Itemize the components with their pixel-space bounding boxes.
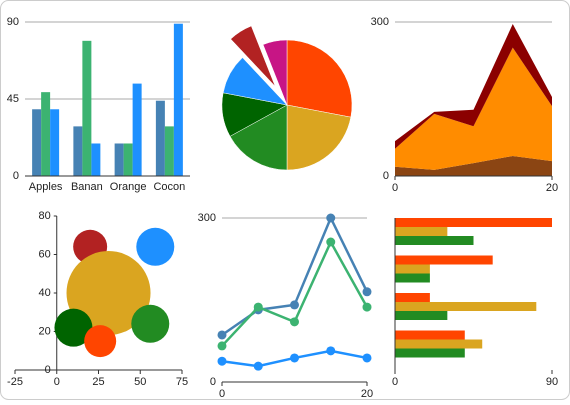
point: [217, 341, 227, 351]
point: [290, 300, 299, 310]
bar: [395, 311, 448, 320]
point: [362, 353, 372, 363]
pie-slice: [286, 104, 352, 171]
bar: [132, 83, 142, 176]
bar: [395, 293, 430, 302]
x-tick-label: 20: [546, 182, 558, 194]
x-tick-label: 25: [92, 376, 104, 388]
y-tick-label: 20: [39, 325, 51, 337]
bar: [50, 109, 60, 176]
bar: [395, 255, 493, 265]
bar: [114, 143, 124, 176]
y-tick-label: 90: [7, 16, 19, 28]
bar: [395, 330, 465, 340]
area: [395, 155, 552, 176]
bubble: [136, 227, 175, 266]
y-tick-label: 60: [39, 248, 51, 260]
bar: [123, 143, 133, 176]
bubble: [54, 308, 93, 347]
pie-slice: [286, 39, 353, 118]
bar: [82, 40, 92, 177]
y-tick-label: 0: [45, 364, 51, 376]
point: [326, 346, 336, 356]
pie-slice: [262, 39, 288, 106]
point: [290, 317, 299, 327]
x-tick-label: -25: [7, 376, 23, 388]
point: [253, 302, 263, 312]
y-tick-label: 0: [210, 376, 216, 388]
bar: [73, 126, 83, 176]
x-tick-label: 0: [54, 376, 60, 388]
x-tick-label: Apples: [29, 181, 63, 193]
x-tick-label: 50: [134, 376, 146, 388]
bar: [41, 92, 51, 176]
x-tick-label: Banan: [71, 181, 103, 193]
x-tick-label: 0: [392, 182, 398, 194]
x-tick-label: 0: [392, 376, 398, 388]
bar: [155, 100, 165, 176]
bar: [164, 126, 174, 176]
bar: [395, 218, 552, 227]
x-tick-label: 90: [546, 376, 558, 388]
y-tick-label: 300: [198, 212, 216, 224]
bar: [395, 302, 537, 311]
bar: [395, 348, 465, 358]
y-tick-label: 300: [371, 16, 389, 28]
point: [326, 237, 336, 247]
bubble: [84, 325, 117, 358]
bar: [173, 23, 183, 177]
bar: [395, 273, 430, 283]
x-tick-label: Orange: [110, 181, 147, 193]
bubble: [131, 304, 170, 343]
x-tick-label: 0: [219, 388, 225, 400]
bar: [395, 227, 448, 236]
x-tick-label: Cocon: [153, 181, 185, 193]
point: [253, 361, 263, 371]
y-tick-label: 0: [383, 170, 389, 182]
area: [395, 47, 552, 170]
point: [290, 353, 299, 363]
point: [362, 302, 372, 312]
x-tick-label: 20: [361, 388, 373, 400]
pie-slice: [230, 25, 276, 87]
x-tick-label: 75: [176, 376, 188, 388]
bar: [395, 264, 430, 274]
y-tick-label: 0: [13, 170, 19, 182]
y-tick-label: 45: [7, 93, 19, 105]
pie-slice: [222, 57, 288, 106]
point: [326, 213, 336, 223]
point: [362, 287, 372, 297]
point: [217, 330, 227, 340]
bar: [91, 143, 101, 176]
y-tick-label: 80: [39, 210, 51, 222]
bubble: [66, 251, 151, 335]
bar: [395, 339, 483, 349]
bar: [32, 109, 42, 176]
bar: [395, 236, 474, 245]
pie-slice: [229, 104, 288, 171]
area: [395, 24, 552, 149]
y-tick-label: 40: [39, 287, 51, 299]
point: [217, 356, 227, 366]
